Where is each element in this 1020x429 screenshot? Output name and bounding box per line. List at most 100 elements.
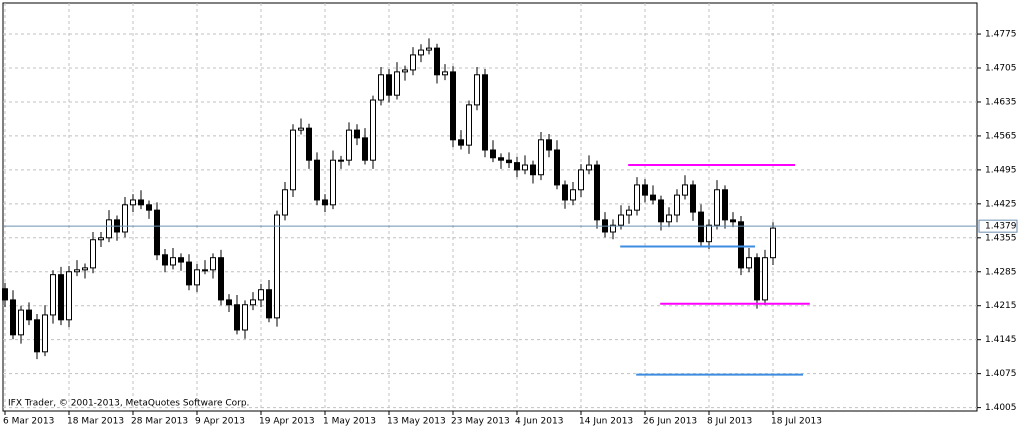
candle-body [298,127,304,131]
candle-body [698,211,704,243]
candle-body [290,129,296,191]
candle-body [282,189,288,216]
candle-body [346,129,352,161]
candle-body [546,139,552,151]
candle-body [2,288,8,301]
candle-body [370,99,376,161]
candle-body [690,184,696,213]
candle-body [762,257,768,301]
candle-body [386,74,392,96]
candle-body [226,299,232,306]
candle-body [770,227,776,259]
candle-body [674,194,680,216]
y-tick-label: 1.4285 [985,267,1017,277]
candle-body [722,189,728,221]
candle-body [154,209,160,256]
candle-body [250,299,256,306]
candle-body [594,164,600,221]
y-tick-label: 1.4775 [985,30,1017,40]
candle-body [10,299,16,336]
candle-body [146,204,152,211]
candle-body [626,209,632,216]
candle-body [738,221,744,269]
candle-body [186,261,192,286]
candle-body [26,309,32,321]
candle-body [410,54,416,71]
y-tick-label: 1.4075 [985,369,1017,379]
candle-body [50,274,56,316]
candle-body [530,164,536,176]
candle-body [522,164,528,171]
candle-body [122,204,128,233]
candle-body [98,237,104,241]
y-tick-label: 1.4145 [985,335,1017,345]
candle-body [442,71,448,76]
candle-body [418,49,424,56]
candle-body [554,149,560,186]
candle-body [258,289,264,301]
candle-body [514,162,520,171]
candle-body [618,214,624,226]
candle-body [274,214,280,319]
candle-body [650,194,656,201]
x-tick-label: 14 Jun 2013 [579,417,633,427]
candle-body [562,184,568,201]
candle-body [754,257,760,301]
x-tick-label: 9 Apr 2013 [195,417,245,427]
candle-body [634,184,640,211]
candle-body [434,47,440,76]
candle-body [314,159,320,201]
watermark: IFX Trader, © 2001-2013, MetaQuotes Soft… [8,399,249,409]
candle-body [362,137,368,161]
candle-body [138,199,144,206]
candle-body [746,257,752,269]
y-tick-label: 1.4425 [985,199,1017,209]
x-tick-label: 1 May 2013 [323,417,376,427]
candle-body [58,274,64,321]
candle-body [642,184,648,196]
candle-body [82,267,88,271]
candle-body [266,289,272,319]
candle-body [354,129,360,139]
candle-body [506,159,512,164]
x-tick-label: 18 Mar 2013 [67,417,124,427]
candle-body [714,189,720,226]
candle-body [242,304,248,331]
x-tick-label: 6 Mar 2013 [3,417,54,427]
candle-body [570,189,576,201]
y-tick-label: 1.4565 [985,131,1017,141]
x-tick-label: 8 Jul 2013 [707,417,752,427]
candle-body [498,157,504,161]
x-tick-label: 13 May 2013 [387,417,446,427]
candle-body [194,269,200,286]
candle-body [538,139,544,176]
x-tick-label: 19 Apr 2013 [259,417,315,427]
candle-body [162,254,168,266]
x-tick-label: 4 Jun 2013 [515,417,563,427]
candle-body [330,159,336,206]
candle-body [130,199,136,206]
candle-body [666,214,672,223]
candle-body [706,224,712,243]
candle-body [378,74,384,101]
candle-body [306,127,312,161]
candle-body [210,257,216,271]
candle-body [218,257,224,301]
candle-body [402,69,408,73]
y-tick-label: 1.4705 [985,64,1017,74]
candle-body [466,104,472,146]
last-price-label: 1.4379 [985,222,1017,232]
y-tick-label: 1.4005 [985,403,1017,413]
x-tick-label: 28 Mar 2013 [131,417,188,427]
plot-frame [2,2,978,412]
candle-body [34,319,40,353]
candle-body [658,199,664,223]
x-tick-label: 23 May 2013 [451,417,510,427]
candle-body [458,139,464,146]
candle-body [178,257,184,263]
candle-body [394,71,400,96]
candle-body [106,219,112,239]
y-tick-label: 1.4635 [985,97,1017,107]
y-tick-label: 1.4215 [985,301,1017,311]
